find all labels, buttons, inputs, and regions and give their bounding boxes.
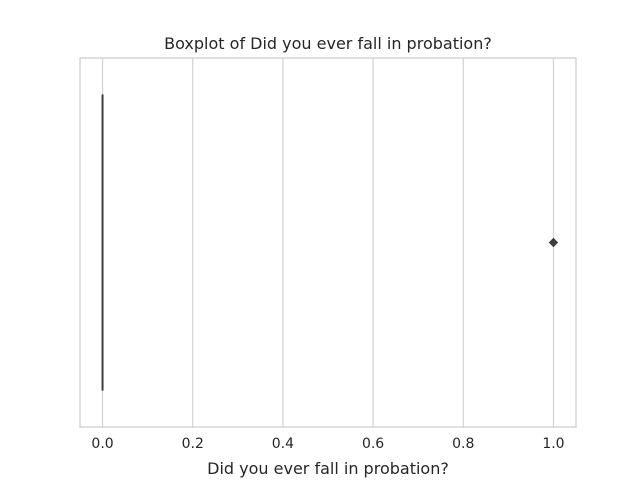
x-tick-label: 0.2 <box>182 436 204 452</box>
x-tick-label: 0.4 <box>272 436 294 452</box>
x-axis-label: Did you ever fall in probation? <box>207 459 449 478</box>
chart-title: Boxplot of Did you ever fall in probatio… <box>164 34 492 53</box>
plot-frame <box>79 57 577 428</box>
x-tick-label: 0.8 <box>452 436 474 452</box>
x-tick-label: 0.0 <box>91 436 113 452</box>
outlier-point <box>548 237 559 248</box>
x-tick-labels: 0.0 0.2 0.4 0.6 0.8 1.0 <box>91 436 564 452</box>
grid-lines <box>101 58 555 427</box>
outlier-layer <box>548 237 559 248</box>
x-tick-label: 1.0 <box>542 436 564 452</box>
x-tick-label: 0.6 <box>362 436 384 452</box>
